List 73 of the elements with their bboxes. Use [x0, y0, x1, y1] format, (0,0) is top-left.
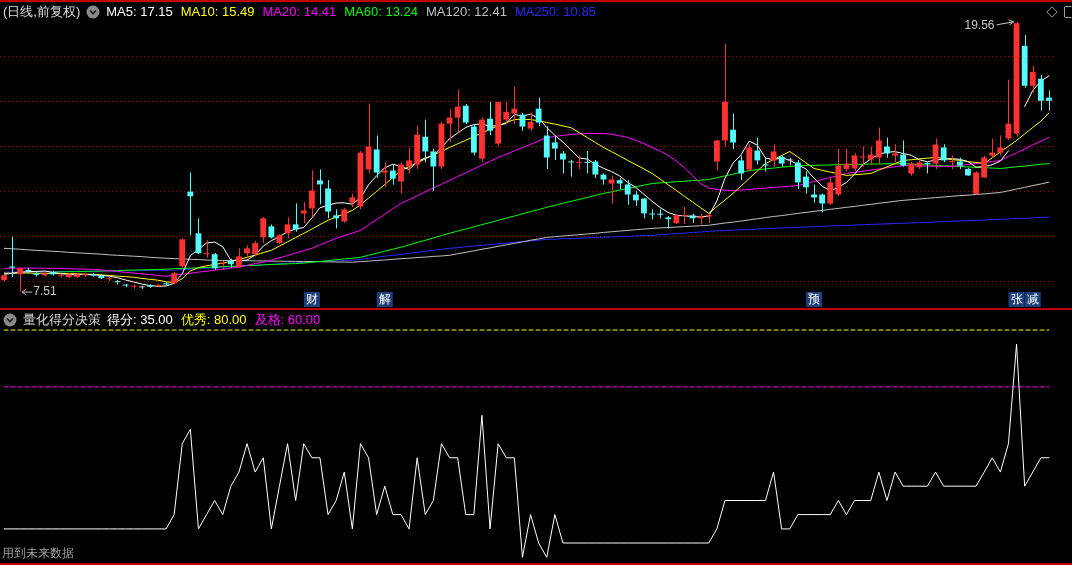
annotation: 7.51 [33, 284, 57, 299]
candlestick [130, 283, 137, 290]
candlestick [17, 267, 24, 293]
candlestick [535, 97, 542, 127]
candlestick [398, 161, 404, 195]
candlestick [406, 147, 412, 174]
candlestick [430, 148, 437, 192]
candlestick [803, 170, 809, 195]
candlestick [819, 193, 826, 213]
candlestick [373, 135, 380, 179]
text: MA10: 15.49 [180, 4, 255, 20]
candlestick [568, 159, 574, 178]
candlestick [641, 197, 647, 219]
candlestick [260, 216, 267, 244]
candlestick [989, 138, 996, 159]
x-tick-label: 财 [305, 292, 318, 307]
x-tick-label: 预 [808, 292, 821, 307]
candlestick [576, 155, 583, 170]
text: 及格: 60.00 [254, 312, 321, 328]
candlestick [543, 125, 550, 170]
candlestick [900, 139, 907, 168]
chart-title: 量化得分决策 [23, 312, 101, 328]
candlestick [422, 119, 429, 163]
candlestick [300, 201, 307, 224]
chart-title: (日线,前复权) [3, 4, 81, 20]
annotation: 19.56 [964, 18, 995, 33]
candlestick [389, 163, 396, 186]
candlestick [551, 134, 558, 161]
candlestick [827, 177, 834, 206]
candlestick [859, 146, 866, 168]
annotation: 用到未来数据 [2, 545, 74, 562]
series-label: 优秀: 80.00 [180, 312, 247, 328]
candlestick [292, 202, 299, 233]
candlestick [973, 170, 979, 196]
candlestick [738, 155, 745, 181]
text: 得分: 35.00 [107, 312, 173, 328]
candlestick [948, 155, 955, 170]
candlestick [754, 137, 761, 165]
candlestick [608, 175, 615, 204]
candlestick [624, 179, 631, 206]
candlestick [1046, 89, 1052, 112]
candlestick [875, 127, 882, 165]
text: MA250: 10.85 [514, 4, 596, 20]
x-tick-label: 张 [1010, 292, 1023, 307]
candlestick [511, 86, 518, 125]
candlestick [487, 101, 493, 136]
candlestick [713, 139, 720, 172]
candlestick [503, 101, 510, 125]
candlestick [381, 161, 388, 188]
x-tick-label: 减 [1026, 292, 1039, 307]
candlestick [317, 168, 323, 205]
candlestick [236, 247, 242, 269]
candlestick [981, 155, 988, 179]
candlestick [333, 208, 340, 229]
candlestick [462, 103, 469, 125]
candlestick [746, 143, 753, 172]
candlestick [997, 134, 1004, 156]
candlestick [730, 113, 736, 150]
candlestick [308, 169, 315, 218]
text: MA60: 13.24 [344, 4, 418, 20]
text: MA5: 17.15 [106, 4, 173, 20]
candlestick [1037, 74, 1044, 112]
x-tick-label: 解 [378, 292, 391, 307]
candlestick [325, 179, 331, 219]
text: MA120: 12.41 [425, 4, 507, 20]
candlestick [454, 89, 461, 134]
text: MA20: 14.41 [262, 4, 337, 20]
candlestick [794, 159, 801, 190]
candlestick [649, 208, 655, 220]
candlestick [1029, 65, 1036, 94]
candlestick [560, 150, 566, 174]
candlestick [584, 150, 591, 174]
candlestick [155, 283, 161, 288]
